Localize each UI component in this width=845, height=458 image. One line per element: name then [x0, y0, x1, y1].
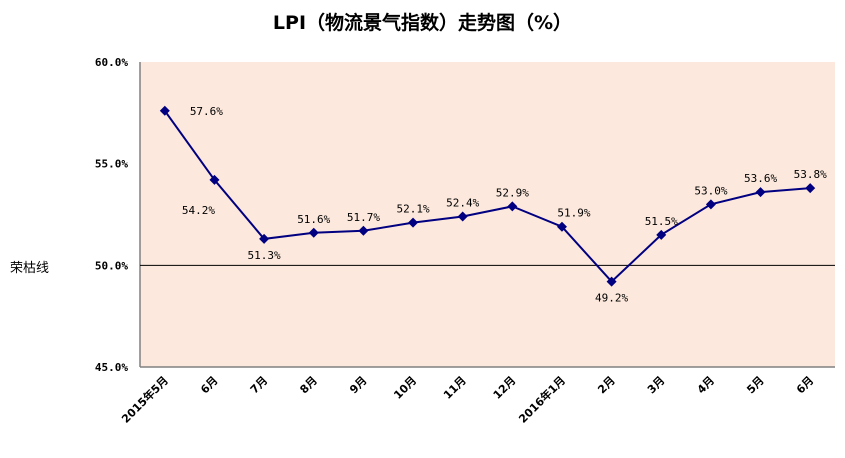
x-tick-label: 10月 — [391, 374, 419, 402]
data-point — [705, 199, 716, 210]
plot-background — [140, 62, 835, 367]
data-label: 51.5% — [645, 215, 678, 228]
data-point — [457, 211, 468, 222]
x-tick-label: 8月 — [297, 374, 319, 396]
reference-line-label: 荣枯线 — [10, 261, 50, 276]
x-tick-label: 2015年5月 — [118, 373, 171, 426]
data-point — [358, 225, 369, 236]
data-label: 57.6% — [190, 105, 223, 118]
data-label: 51.9% — [557, 207, 590, 220]
x-tick-label: 11月 — [441, 374, 469, 402]
data-label: 52.4% — [446, 197, 479, 210]
x-tick-label: 3月 — [645, 374, 667, 396]
data-point — [308, 227, 319, 238]
x-tick-label: 6月 — [794, 374, 816, 396]
x-tick-label: 2016年1月 — [516, 373, 569, 426]
data-point — [159, 105, 170, 116]
data-label: 52.9% — [496, 186, 529, 199]
data-point — [408, 217, 419, 228]
x-tick-label: 2月 — [595, 374, 617, 396]
y-tick-label: 45.0% — [95, 361, 128, 374]
data-point — [755, 187, 766, 198]
data-label: 53.8% — [794, 168, 827, 181]
data-label: 49.2% — [595, 292, 628, 305]
data-point — [209, 174, 220, 185]
data-label: 51.7% — [347, 211, 380, 224]
data-point — [259, 233, 270, 244]
y-tick-label: 55.0% — [95, 158, 128, 171]
data-point — [656, 229, 667, 240]
data-point — [805, 183, 816, 194]
data-label: 54.2% — [182, 204, 215, 217]
data-label: 51.3% — [248, 249, 281, 262]
x-tick-label: 4月 — [695, 374, 717, 396]
data-label: 53.6% — [744, 172, 777, 185]
data-label: 53.0% — [694, 184, 727, 197]
x-tick-label: 6月 — [198, 374, 220, 396]
x-tick-label: 12月 — [491, 374, 519, 402]
series-line — [164, 110, 811, 284]
y-tick-label: 50.0% — [95, 259, 128, 272]
data-point — [606, 276, 617, 287]
x-tick-label: 5月 — [744, 374, 766, 396]
data-point — [556, 221, 567, 232]
x-tick-label: 7月 — [248, 374, 270, 396]
data-label: 51.6% — [297, 213, 330, 226]
data-point — [507, 201, 518, 212]
data-label: 52.1% — [396, 203, 429, 216]
y-tick-label: 60.0% — [95, 56, 128, 69]
x-tick-label: 9月 — [347, 374, 369, 396]
chart-title: LPI（物流景气指数）走势图（%） — [272, 12, 573, 34]
